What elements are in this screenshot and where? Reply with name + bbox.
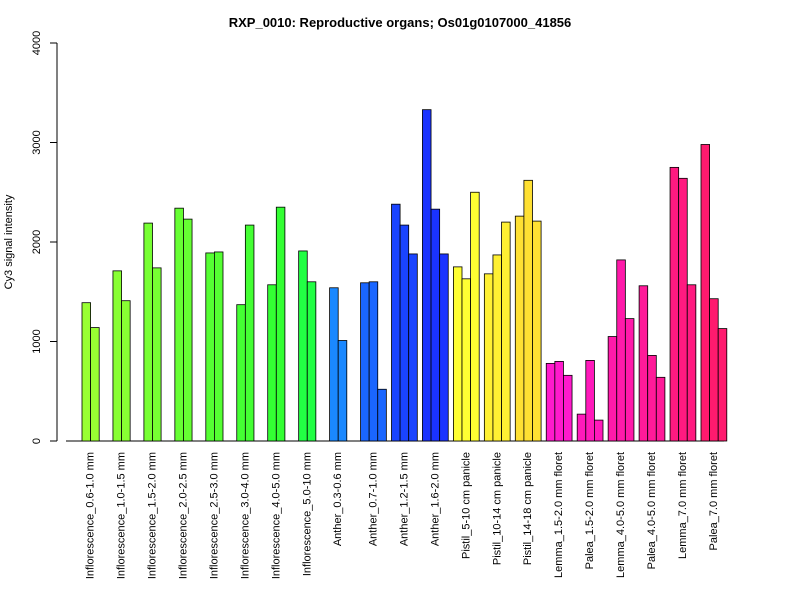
category-label: Inflorescence_2.0-2.5 mm xyxy=(177,452,189,579)
category-label: Palea_4.0-5.0 mm floret xyxy=(646,452,658,569)
y-tick-label: 4000 xyxy=(31,31,43,55)
bar xyxy=(709,298,719,442)
bar xyxy=(306,281,317,442)
bar xyxy=(655,376,666,442)
bar xyxy=(391,203,401,442)
bar xyxy=(686,284,697,442)
y-axis-label: Cy3 signal intensity xyxy=(3,194,15,289)
bar xyxy=(523,179,533,442)
bar xyxy=(408,253,418,442)
bar xyxy=(236,304,246,442)
bar xyxy=(452,266,463,442)
bar xyxy=(532,220,542,442)
bar xyxy=(470,191,480,442)
bars xyxy=(81,109,728,442)
bar xyxy=(399,224,410,442)
bar xyxy=(700,144,711,442)
category-label: Pistil_10-14 cm panicle xyxy=(491,452,503,565)
bar xyxy=(121,300,131,442)
bar xyxy=(607,336,618,442)
chart-title: RXP_0010: Reproductive organs; Os01g0107… xyxy=(229,15,572,30)
bar xyxy=(81,302,92,442)
category-label: Inflorescence_4.0-5.0 mm xyxy=(270,452,282,579)
bar xyxy=(430,208,441,442)
category-label: Inflorescence_3.0-4.0 mm xyxy=(239,452,251,579)
y-axis: 0 1000 2000 3000 4000 xyxy=(31,31,58,444)
category-label: Inflorescence_1.5-2.0 mm xyxy=(147,452,159,579)
y-tick-label: 3000 xyxy=(31,130,43,154)
bar xyxy=(554,360,564,442)
category-label: Anther_0.7-1.0 mm xyxy=(367,452,379,546)
y-tick-label: 2000 xyxy=(31,230,43,254)
bar xyxy=(174,207,184,442)
bar xyxy=(90,327,100,442)
bar xyxy=(669,166,680,442)
category-label: Lemma_1.5-2.0 mm floret xyxy=(553,452,565,578)
bar xyxy=(360,282,370,442)
category-label: Inflorescence_5.0-10 mm xyxy=(301,452,313,576)
bar xyxy=(329,287,339,442)
bar xyxy=(717,328,728,442)
category-label: Palea_7.0 mm floret xyxy=(708,452,720,550)
bar xyxy=(624,318,635,442)
bar xyxy=(492,254,502,442)
bar xyxy=(585,360,595,442)
bar xyxy=(267,284,277,442)
category-labels: Inflorescence_0.6-1.0 mm Inflorescence_1.… xyxy=(85,452,720,579)
category-label: Anther_0.3-0.6 mm xyxy=(332,452,344,546)
bar xyxy=(152,267,162,442)
bar xyxy=(244,224,255,442)
bar xyxy=(576,413,587,442)
bar xyxy=(545,362,556,442)
bar xyxy=(205,252,215,442)
category-label: Pistil_14-18 cm panicle xyxy=(522,452,534,565)
bar xyxy=(183,218,193,442)
category-label: Palea_1.5-2.0 mm floret xyxy=(584,452,596,569)
category-label: Inflorescence_1.0-1.5 mm xyxy=(116,452,128,579)
bar xyxy=(298,250,308,442)
y-tick-label: 0 xyxy=(31,438,43,444)
bar xyxy=(647,355,657,442)
bar xyxy=(483,273,494,442)
category-label: Lemma_4.0-5.0 mm floret xyxy=(615,452,627,578)
bar xyxy=(514,215,525,442)
bar xyxy=(638,285,649,442)
category-label: Inflorescence_0.6-1.0 mm xyxy=(85,452,97,579)
category-label: Lemma_7.0 mm floret xyxy=(677,452,689,559)
bar xyxy=(112,270,122,442)
bar xyxy=(616,259,626,442)
bar xyxy=(377,388,387,442)
bar xyxy=(422,109,432,442)
bar xyxy=(275,206,286,442)
category-label: Anther_1.2-1.5 mm xyxy=(398,452,410,546)
bar xyxy=(368,281,379,442)
bar xyxy=(143,222,153,442)
bar xyxy=(594,419,604,442)
bar xyxy=(213,251,224,442)
y-tick-label: 1000 xyxy=(31,329,43,353)
category-label: Anther_1.6-2.0 mm xyxy=(429,452,441,546)
category-label: Pistil_5-10 cm panicle xyxy=(460,452,472,559)
bar xyxy=(678,177,688,442)
category-label: Inflorescence_2.5-3.0 mm xyxy=(208,452,220,579)
bar xyxy=(461,278,472,442)
bar xyxy=(501,221,511,442)
bar xyxy=(563,374,573,442)
bar xyxy=(439,253,449,442)
bar xyxy=(337,340,348,442)
